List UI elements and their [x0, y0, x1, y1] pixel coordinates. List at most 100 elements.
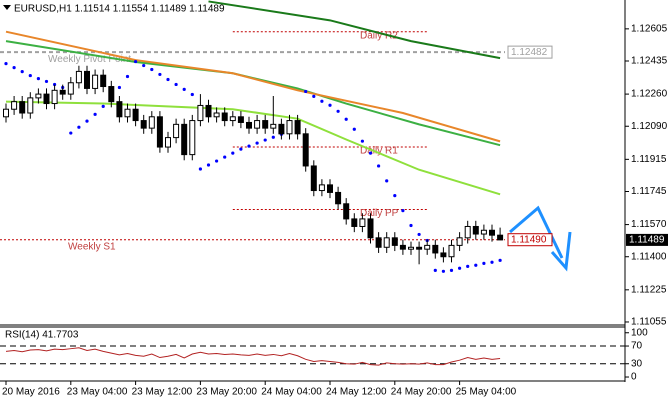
candle-body — [221, 112, 228, 122]
candle-body — [108, 86, 115, 103]
sar-dot — [166, 77, 170, 82]
x-tick-label: 20 May 2016 — [2, 387, 60, 398]
candle-body — [156, 116, 163, 148]
pivot-tag-box — [507, 233, 553, 247]
sar-dot — [44, 79, 49, 84]
rsi-line — [5, 347, 501, 366]
candle-body — [440, 252, 447, 258]
candle-body — [84, 70, 90, 89]
candle-body — [270, 123, 277, 129]
sar-dot — [377, 164, 381, 168]
sar-dot — [206, 163, 211, 167]
sar-dot — [134, 59, 138, 64]
sar-dot — [28, 73, 32, 78]
y-tick-label: 1.11225 — [631, 284, 667, 295]
candle-body — [19, 101, 26, 114]
candle-body — [165, 137, 171, 148]
y-tick-label: 1.11915 — [631, 154, 667, 165]
candle-body — [408, 246, 414, 250]
sar-dot — [263, 138, 267, 142]
candle-body — [140, 120, 147, 129]
y-tick-label: 1.12260 — [631, 89, 668, 100]
candle-body — [3, 108, 9, 118]
sar-dot — [231, 151, 235, 155]
moving-average — [5, 30, 501, 143]
candle-body — [432, 244, 439, 254]
candle-body — [327, 184, 333, 193]
candle-body — [35, 93, 42, 99]
sar-dot — [271, 135, 275, 139]
candle-body — [383, 237, 390, 248]
sar-dot — [466, 264, 470, 268]
x-tick-label: 25 May 04:00 — [456, 387, 517, 398]
candle-body — [424, 244, 431, 250]
sar-dot — [150, 67, 154, 72]
candle-body — [92, 74, 99, 89]
pivot-label: Weekly Pivot Point — [48, 54, 131, 65]
x-tick-label: 24 May 12:00 — [326, 387, 387, 398]
candle-body — [489, 229, 495, 236]
sar-dot — [20, 69, 24, 74]
candle-body — [343, 203, 350, 220]
sar-dot — [77, 125, 81, 129]
y-tick-label: 1.12435 — [631, 56, 668, 67]
candle-body — [375, 237, 382, 248]
rsi-title: RSI(14) 41.7703 — [5, 330, 79, 341]
candle-body — [399, 244, 406, 250]
candle-body — [456, 237, 463, 246]
candle-body — [302, 133, 309, 167]
candle-body — [286, 120, 293, 135]
sar-dot — [352, 127, 356, 131]
sar-dot — [441, 269, 445, 273]
sar-dot — [336, 109, 340, 113]
sar-dot — [255, 141, 259, 145]
pivot-label: Daily PP — [360, 208, 399, 219]
sar-dot — [69, 131, 73, 135]
candle-body — [246, 121, 252, 129]
pivot-label: Daily R2 — [360, 30, 398, 41]
candle-body — [229, 116, 236, 122]
sar-dot — [474, 263, 478, 267]
sar-dot — [53, 82, 57, 87]
sar-dot — [190, 92, 194, 97]
candle-body — [27, 97, 34, 114]
candle-body — [254, 120, 261, 129]
candle-body — [75, 70, 82, 84]
candle-body — [173, 123, 180, 139]
candle-body — [11, 101, 18, 110]
current-price-box — [626, 233, 668, 246]
sar-dot — [385, 179, 389, 183]
candle-body — [497, 234, 504, 241]
sar-dot — [482, 261, 486, 265]
sar-dot — [304, 89, 308, 94]
candle-body — [43, 93, 50, 105]
candle-body — [237, 116, 244, 123]
candle-body — [124, 108, 131, 118]
y-tick-label: 1.11570 — [631, 219, 667, 230]
symbol-icon — [3, 5, 11, 10]
sar-dot — [125, 74, 130, 79]
pivot-tag: 1.12482 — [511, 47, 548, 58]
sar-dot — [12, 66, 16, 70]
pivot-tag: 1.11490 — [511, 234, 547, 245]
candle-body — [59, 89, 66, 95]
y-tick-label: 1.11055 — [631, 317, 667, 328]
sar-dot — [328, 103, 332, 107]
sar-dot — [320, 99, 324, 103]
sar-dot — [239, 147, 243, 151]
candle-body — [318, 184, 325, 192]
candle-body — [116, 101, 123, 118]
candle-body — [205, 104, 212, 118]
sar-dot — [182, 87, 186, 91]
candle-body — [100, 74, 107, 88]
main-pane: Weekly Pivot Point Weekly S1 Daily R2 Daily… — [0, 0, 505, 273]
candle-body — [448, 244, 455, 258]
y-tick-label: 1.12605 — [631, 23, 668, 34]
x-tick-label: 23 May 20:00 — [196, 387, 257, 398]
sar-dot — [433, 268, 437, 272]
sar-dot — [490, 260, 494, 264]
candle-body — [189, 120, 196, 156]
sar-dot — [409, 223, 413, 228]
